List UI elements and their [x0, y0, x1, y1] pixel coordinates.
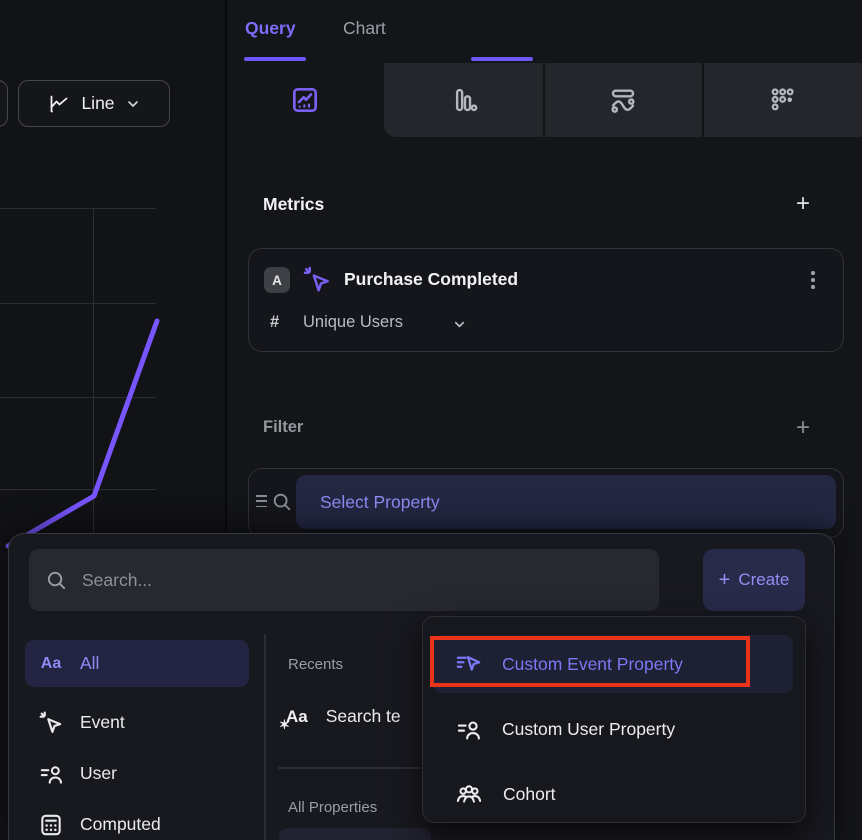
recent-item-search-terms[interactable]: Aa ✶ Search te — [279, 706, 401, 732]
tab-separator — [543, 63, 545, 137]
gridline — [0, 303, 156, 304]
menu-item-label: Cohort — [503, 783, 556, 804]
create-button[interactable]: + Create — [703, 549, 805, 611]
filter-section-title: Filter — [263, 418, 304, 436]
metric-event-name[interactable]: Purchase Completed — [344, 269, 519, 289]
category-user[interactable]: User — [25, 750, 249, 797]
menu-item-cohort[interactable]: Cohort — [433, 765, 793, 823]
category-label: Computed — [80, 814, 161, 834]
gridline — [0, 489, 156, 490]
create-button-label: Create — [738, 570, 790, 589]
menu-item-label: Custom User Property — [502, 718, 676, 739]
cohort-people-icon — [455, 780, 483, 808]
tab-insights-selected[interactable] — [225, 63, 384, 137]
series-letter-badge: A — [264, 267, 290, 293]
search-placeholder: Search... — [82, 569, 153, 590]
search-icon — [45, 569, 68, 592]
active-tab-underline — [471, 57, 533, 61]
category-all[interactable]: Aa All — [25, 640, 249, 687]
computed-calculator-icon — [37, 812, 65, 838]
active-tab-underline — [244, 57, 306, 61]
metric-card[interactable] — [248, 248, 844, 352]
flows-icon — [608, 85, 638, 115]
select-property-placeholder: Select Property — [320, 491, 440, 512]
retention-dots-icon — [767, 85, 797, 115]
recents-section-label: Recents — [288, 656, 344, 673]
gridline — [93, 208, 94, 533]
category-label: Event — [80, 712, 125, 732]
add-filter-button[interactable]: + — [796, 414, 811, 441]
annotation-highlight-box — [430, 636, 750, 687]
property-list-item-partial[interactable] — [279, 828, 431, 840]
event-cursor-icon — [37, 710, 65, 736]
event-cursor-icon — [302, 265, 332, 295]
recent-item-label: Search te — [325, 706, 401, 726]
property-picker-modal: Search... + Create Aa All Event — [8, 533, 835, 840]
picker-search-input[interactable]: Search... — [29, 549, 659, 611]
text-type-icon: Aa — [40, 654, 62, 672]
all-properties-section-label: All Properties — [288, 799, 378, 816]
chart-type-dropdown[interactable]: Line — [18, 80, 170, 127]
tab-flows[interactable] — [543, 63, 702, 137]
drag-handle-icon[interactable] — [256, 495, 267, 508]
line-chart-icon — [47, 92, 71, 116]
plus-icon: + — [718, 568, 731, 591]
category-computed[interactable]: Computed — [25, 801, 249, 840]
add-metric-button[interactable]: + — [796, 190, 811, 217]
custom-user-property-icon — [455, 716, 482, 743]
category-event[interactable]: Event — [25, 699, 249, 746]
select-property-input[interactable]: Select Property — [296, 475, 836, 529]
chart-type-label: Line — [81, 93, 115, 113]
user-property-icon — [37, 761, 65, 787]
aggregation-selector[interactable]: Unique Users — [303, 313, 403, 331]
text-property-sparkle-icon: Aa ✶ — [279, 706, 308, 732]
tab-bar-chart[interactable] — [384, 63, 543, 137]
menu-item-label: Custom Event Property — [502, 653, 683, 674]
category-label: User — [80, 763, 117, 783]
chevron-down-icon[interactable] — [452, 317, 467, 332]
bar-chart-icon — [449, 85, 479, 115]
tab-separator — [702, 63, 704, 137]
chevron-down-icon — [125, 96, 141, 112]
menu-item-custom-user-property[interactable]: Custom User Property — [433, 700, 793, 758]
search-icon — [271, 491, 293, 513]
tab-chart[interactable]: Chart — [343, 18, 386, 38]
metrics-section-title: Metrics — [263, 194, 325, 214]
tab-query[interactable]: Query — [245, 18, 296, 38]
panel-divider — [225, 0, 227, 840]
gridline — [0, 397, 156, 398]
clipped-toolbar-button[interactable] — [0, 80, 8, 127]
picker-divider — [264, 634, 266, 840]
custom-event-property-icon — [455, 651, 482, 678]
insights-chart-icon — [289, 84, 321, 116]
metric-options-kebab-icon[interactable] — [806, 266, 820, 294]
tab-retention[interactable] — [702, 63, 861, 137]
category-label: All — [80, 653, 100, 673]
aggregation-symbol: # — [270, 313, 280, 331]
picker-divider — [278, 767, 422, 769]
gridline — [0, 208, 156, 209]
